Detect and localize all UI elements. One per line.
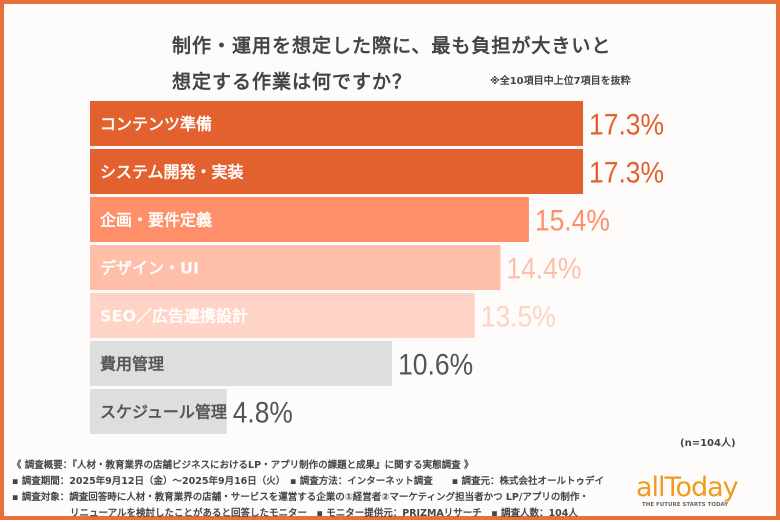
sample-size: (n=104人) — [680, 438, 736, 449]
bar — [90, 149, 584, 194]
bar — [90, 341, 393, 386]
bar-label: 費用管理 — [100, 355, 164, 374]
survey-footer: 《 調査概要：『人材・教育業界の店舗ビジネスにおけるLP・アプリ制作の課題と成果… — [12, 458, 604, 522]
value-label: 13.5% — [481, 301, 556, 334]
bar-label: コンテンツ準備 — [100, 115, 212, 134]
bar-label: 企画・要件定義 — [99, 211, 212, 230]
value-label: 17.3% — [589, 157, 664, 190]
value-label: 15.4% — [535, 205, 610, 238]
footer-line: リニューアルを検討したことがあると回答したモニター ▪ モニター提供元：PRIZ… — [70, 508, 578, 519]
bar — [90, 197, 529, 242]
footer-line: ▪ 調査期間：2025年9月12日（金）～2025年9月16日（火） ▪ 調査方… — [12, 476, 605, 487]
bar — [90, 293, 475, 338]
footer-line: 《 調査概要：『人材・教育業界の店舗ビジネスにおけるLP・アプリ制作の課題と成果… — [12, 460, 474, 471]
value-label: 17.3% — [589, 109, 664, 142]
bar-label: スケジュール管理 — [100, 403, 227, 422]
bar-label: デザイン・UI — [100, 259, 199, 278]
bar — [90, 245, 501, 290]
footer-line: ▪ 調査対象：調査回答時に人材・教育業界の店舗・サービスを運営する企業の①経営者… — [12, 492, 589, 503]
selection-note: ※全10項目中上位7項目を抜粋 — [490, 76, 631, 87]
title-line-2: 想定する作業は何ですか？ — [172, 71, 413, 93]
logo-tagline: THE FUTURE STARTS TODAY — [642, 502, 729, 508]
bar-label: システム開発・実装 — [100, 163, 244, 182]
title-line-1: 制作・運用を想定した際に、最も負担が大きいと — [172, 35, 612, 57]
bar — [90, 101, 584, 146]
value-label: 14.4% — [506, 253, 581, 286]
bar-label: SEO／広告連携設計 — [100, 307, 248, 326]
alltoday-logo: allToday THE FUTURE STARTS TODAY — [636, 472, 739, 509]
value-label: 10.6% — [398, 349, 473, 382]
chart-title: 制作・運用を想定した際に、最も負担が大きいと 想定する作業は何ですか？ — [172, 28, 611, 100]
value-label: 4.8% — [233, 397, 293, 430]
logo-word: allToday — [636, 472, 739, 503]
bar — [90, 389, 227, 434]
